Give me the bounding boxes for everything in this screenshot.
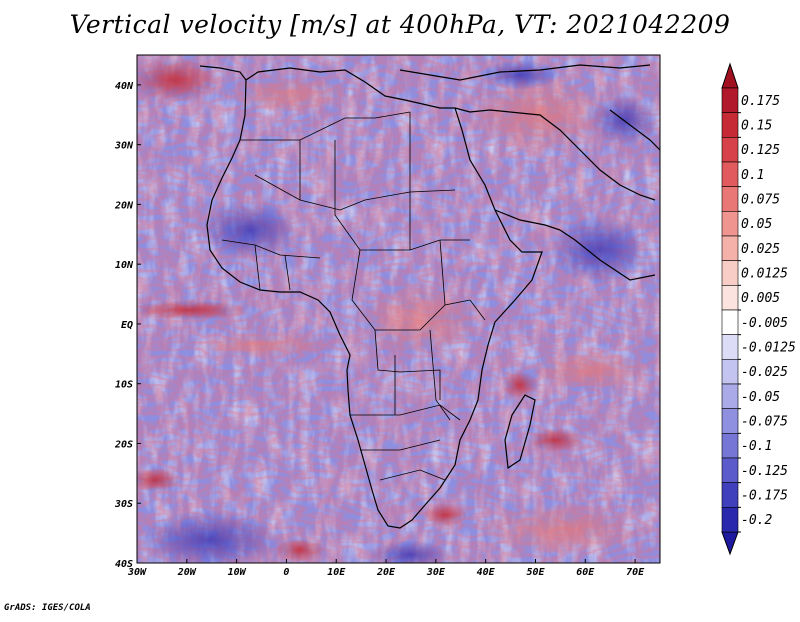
chart-title: Vertical velocity [m/s] at 400hPa, VT: 2… [69, 10, 731, 39]
longitude-axis: 30W 20W 10W 0 10E 20E 30E 40E 50E 60E 70E [127, 559, 645, 578]
lat-tick-label: 20S [114, 439, 133, 450]
colorbar-swatch [721, 507, 739, 533]
lat-tick-label: 30N [114, 141, 134, 152]
colorbar-label: 0.15 [741, 119, 772, 134]
colorbar-swatch [721, 408, 739, 434]
colorbar-swatch [721, 457, 739, 483]
lon-tick-label: 0 [283, 567, 289, 578]
lat-tick-label: 40N [115, 81, 134, 92]
lon-tick-label: 10W [228, 567, 247, 578]
colorbar-swatch [721, 260, 739, 286]
lon-tick-label: 20W [177, 567, 197, 578]
lon-tick-label: 50E [526, 567, 545, 578]
colorbar-swatch [721, 137, 739, 163]
lat-tick-label: 30S [114, 499, 133, 510]
colorbar-label: -0.175 [741, 489, 788, 504]
colorbar-swatch [721, 482, 739, 508]
country-borders [221, 111, 486, 481]
lat-tick-label: 40S [115, 559, 133, 570]
lon-tick-label: 30E [426, 567, 446, 578]
colorbar-label: -0.075 [741, 415, 788, 430]
lon-tick-label: 30W [127, 567, 147, 578]
colorbar-label: 0.005 [741, 291, 780, 306]
colorbar-swatch [721, 235, 739, 261]
colorbar-label: 0.025 [741, 242, 780, 257]
colorbar-swatch [721, 334, 739, 360]
lat-tick-label: EQ [121, 320, 133, 331]
lat-tick-label: 10S [115, 380, 133, 391]
colorbar-label: -0.125 [741, 464, 788, 479]
colorbar-bottom-arrow [721, 531, 739, 556]
colorbar-label: 0.175 [741, 94, 780, 109]
colorbar-swatch [721, 112, 739, 138]
colorbar-swatch [721, 87, 739, 113]
colorbar-label: 0.1 [741, 168, 764, 183]
colorbar-label: -0.005 [741, 316, 788, 331]
colorbar-swatch [721, 211, 739, 237]
colorbar-top-arrow [721, 62, 739, 89]
colorbar-label: 0.0125 [741, 267, 788, 282]
colorbar-label: -0.025 [741, 365, 788, 380]
colorbar-label: -0.1 [741, 439, 772, 454]
colorbar-swatch [721, 186, 739, 212]
colorbar-label: -0.05 [741, 390, 780, 405]
colorbar-swatch [721, 309, 739, 335]
latitude-axis: 40N 30N 20N 10N EQ 10S 20S 30S 40S [114, 81, 141, 570]
map-frame [136, 54, 661, 564]
lon-tick-label: 40E [477, 567, 496, 578]
colorbar-swatch [721, 383, 739, 409]
velocity-field [137, 55, 660, 563]
lon-tick-label: 20E [376, 567, 396, 578]
lat-tick-label: 10N [115, 260, 134, 271]
colorbar-label: 0.125 [741, 143, 780, 158]
lon-tick-label: 60E [576, 567, 595, 578]
lat-tick-label: 20N [114, 200, 134, 211]
colorbar-label: -0.2 [741, 513, 772, 528]
coastlines [199, 64, 660, 529]
colorbar-swatch [721, 433, 739, 459]
colorbar-label: -0.0125 [741, 341, 796, 356]
colorbar-swatch [721, 161, 739, 187]
lon-tick-label: 70E [626, 567, 645, 578]
colorbar-swatch [721, 285, 739, 311]
footer-credit: GrADS: IGES/COLA [4, 603, 91, 613]
lon-tick-label: 10E [327, 567, 346, 578]
colorbar-label: 0.075 [741, 193, 780, 208]
colorbar-label: 0.05 [741, 217, 772, 232]
colorbar: 0.175 0.15 0.125 0.1 0.075 0.05 0.025 0.0125 0.0… [721, 62, 796, 556]
colorbar-swatch [721, 359, 739, 385]
